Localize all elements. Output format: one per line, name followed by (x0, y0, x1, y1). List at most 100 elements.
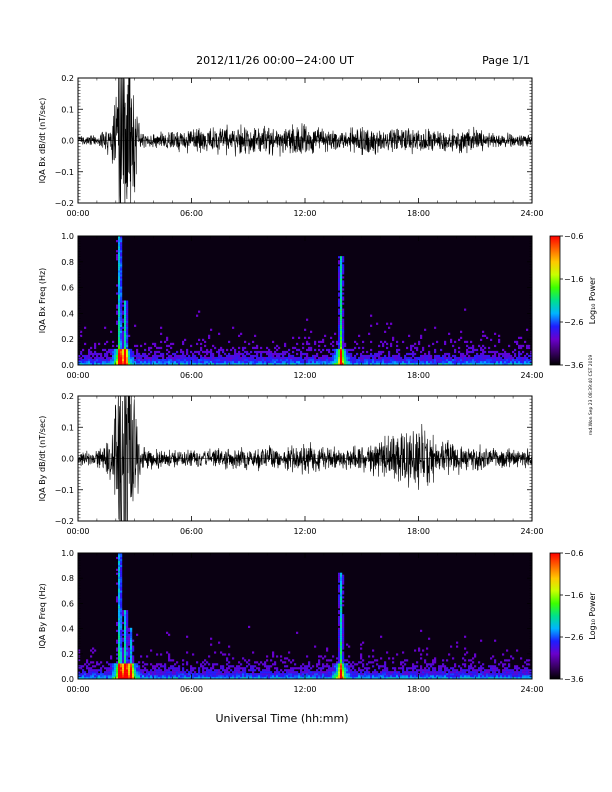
by-spectrogram-panel: 1.00.80.60.40.20.000:00 06:00 12:00 18:00 24… (38, 549, 597, 694)
spectrogram-cell (288, 360, 291, 364)
spectrogram-cell (314, 358, 317, 362)
spectrogram-cell (414, 677, 417, 680)
spectrogram-cell (126, 671, 129, 674)
spectrogram-cell (448, 352, 451, 356)
spectrogram-cell (168, 667, 171, 670)
spectrogram-cell (346, 356, 349, 360)
spectrogram-cell (338, 284, 341, 287)
spectrogram-cell (312, 362, 315, 366)
spectrogram-cell (472, 669, 475, 672)
spectrogram-cell (434, 354, 437, 358)
spectrogram-cell (218, 350, 221, 354)
spectrogram-cell (144, 348, 147, 352)
spectrogram-cell (120, 560, 123, 564)
spectrogram-cell (166, 344, 169, 348)
x-tick-label: 06:00 (180, 527, 203, 536)
spectrogram-cell (98, 673, 101, 676)
spectrogram-cell (438, 667, 441, 670)
spectrogram-cell (338, 673, 341, 676)
spectrogram-cell (234, 348, 237, 352)
spectrogram-cell (338, 268, 341, 271)
spectrogram-cell (352, 665, 355, 668)
spectrogram-cell (168, 360, 171, 364)
spectrogram-cell (278, 675, 281, 678)
spectrogram-cell (250, 360, 253, 364)
spectrogram-cell (368, 655, 371, 658)
spectrogram-cell (388, 677, 391, 680)
spectrogram-cell (424, 352, 427, 356)
spectrogram-cell (96, 661, 99, 664)
spectrogram-cell (304, 665, 307, 668)
spectrogram-cell (286, 673, 289, 676)
spectrogram-cell (228, 358, 231, 362)
spectrogram-cell (214, 671, 217, 674)
spectrogram-cell (400, 673, 403, 676)
spectrogram-cell (312, 673, 315, 676)
spectrogram-cell (328, 350, 331, 354)
spectrogram-cell (212, 665, 215, 668)
spectrogram-cell (232, 677, 235, 680)
spectrogram-cell (526, 675, 529, 678)
spectrogram-cell (314, 348, 317, 352)
spectrogram-cell (92, 647, 95, 650)
spectrogram-cell (120, 576, 123, 579)
spectrogram-cell (224, 673, 227, 676)
spectrogram-cell (120, 262, 123, 265)
spectrogram-cell (356, 362, 359, 366)
spectrogram-cell (80, 360, 83, 364)
spectrogram-cell (98, 675, 101, 678)
spectrogram-cell (120, 236, 123, 239)
spectrogram-cell (390, 358, 393, 362)
spectrogram-cell (304, 328, 307, 331)
spectrogram-cell (412, 358, 415, 362)
spectrogram-cell (516, 342, 519, 346)
spectrogram-cell (420, 358, 423, 362)
spectrogram-cell (158, 663, 161, 666)
spectrogram-cell (114, 354, 117, 358)
spectrogram-cell (526, 356, 529, 360)
spectrogram-cell (90, 362, 93, 366)
spectrogram-cell (312, 360, 315, 364)
spectrogram-cell (226, 348, 229, 352)
spectrogram-cell (194, 356, 197, 360)
spectrogram-cell (88, 358, 91, 362)
spectrogram-cell (338, 348, 341, 352)
spectrogram-cell (108, 663, 111, 666)
spectrogram-cell (122, 320, 125, 323)
spectrogram-cell (460, 671, 463, 674)
spectrogram-cell (338, 619, 341, 623)
spectrogram-cell (328, 360, 331, 364)
spectrogram-cell (126, 304, 129, 307)
spectrogram-cell (124, 647, 127, 650)
spectrogram-cell (528, 360, 531, 364)
spectrogram-cell (304, 667, 307, 670)
spectrogram-cell (512, 671, 515, 674)
spectrogram-cell (266, 352, 269, 356)
spectrogram-cell (240, 358, 243, 362)
spectrogram-cell (338, 336, 341, 339)
spectrogram-cell (296, 356, 299, 360)
spectrogram-cell (256, 661, 259, 664)
spectrogram-cell (118, 564, 121, 567)
spectrogram-cell (524, 340, 527, 344)
spectrogram-cell (394, 669, 397, 672)
spectrogram-cell (118, 316, 121, 319)
spectrogram-cell (162, 673, 165, 676)
spectrogram-cell (132, 669, 135, 672)
spectrogram-cell (242, 358, 245, 362)
spectrogram-cell (506, 667, 509, 670)
spectrogram-cell (338, 322, 341, 325)
spectrogram-cell (386, 322, 389, 325)
spectrogram-cell (112, 350, 115, 354)
spectrogram-cell (338, 262, 341, 265)
spectrogram-cell (310, 346, 313, 350)
spectrogram-cell (222, 673, 225, 676)
spectrogram-cell (508, 677, 511, 680)
spectrogram-cell (108, 350, 111, 354)
spectrogram-cell (356, 358, 359, 362)
spectrogram-cell (426, 675, 429, 678)
spectrogram-cell (98, 663, 101, 666)
spectrogram-cell (104, 677, 107, 680)
spectrogram-cell (202, 675, 205, 678)
spectrogram-cell (140, 669, 143, 672)
